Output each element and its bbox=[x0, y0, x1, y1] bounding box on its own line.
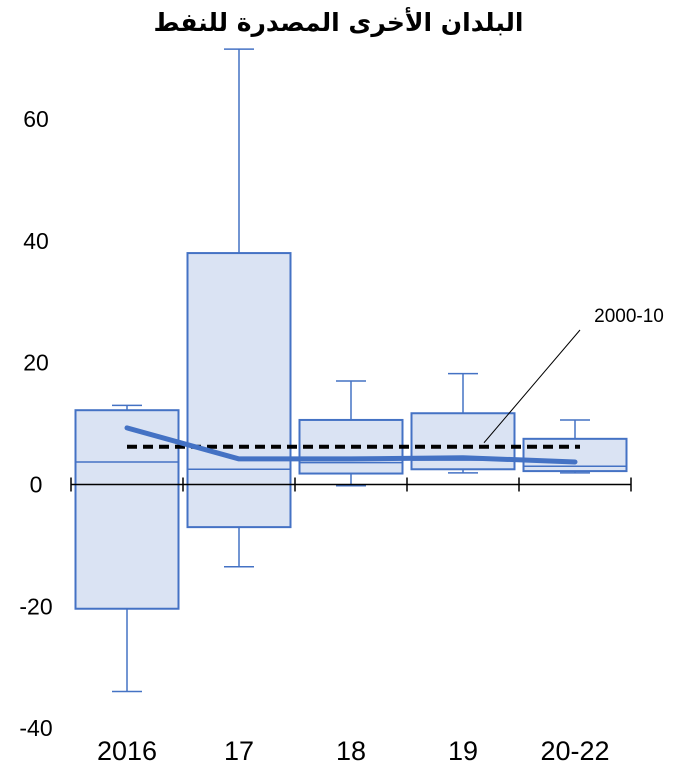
annotations: 2000-10 bbox=[483, 306, 664, 444]
y-tick-label: 0 bbox=[30, 472, 43, 498]
x-tick-label: 20-22 bbox=[540, 736, 609, 766]
x-axis-ticks: 2016 17 18 19 20-22 bbox=[97, 736, 610, 766]
x-tick-label: 19 bbox=[448, 736, 478, 766]
y-tick-label: -40 bbox=[19, 715, 52, 741]
box-17 bbox=[186, 252, 292, 529]
box-2016 bbox=[74, 409, 180, 610]
chart-title: البلدان الأخرى المصدرة للنفط bbox=[153, 8, 524, 37]
y-tick-label: 40 bbox=[23, 228, 49, 254]
annotation-leader bbox=[483, 329, 581, 444]
annotation-label: 2000-10 bbox=[594, 306, 664, 327]
whiskers bbox=[112, 48, 590, 693]
x-tick-label: 17 bbox=[224, 736, 254, 766]
line-series bbox=[124, 425, 578, 465]
boxes bbox=[74, 252, 628, 610]
y-tick-label: 60 bbox=[23, 106, 49, 132]
y-axis-ticks: -40 -20 0 20 40 60 bbox=[19, 106, 52, 741]
y-tick-label: 20 bbox=[23, 350, 49, 376]
x-tick-label: 2016 bbox=[97, 736, 157, 766]
y-tick-label: -20 bbox=[19, 593, 52, 619]
x-tick-label: 18 bbox=[336, 736, 366, 766]
median-line-series bbox=[124, 425, 578, 465]
zero-axis bbox=[70, 477, 632, 492]
